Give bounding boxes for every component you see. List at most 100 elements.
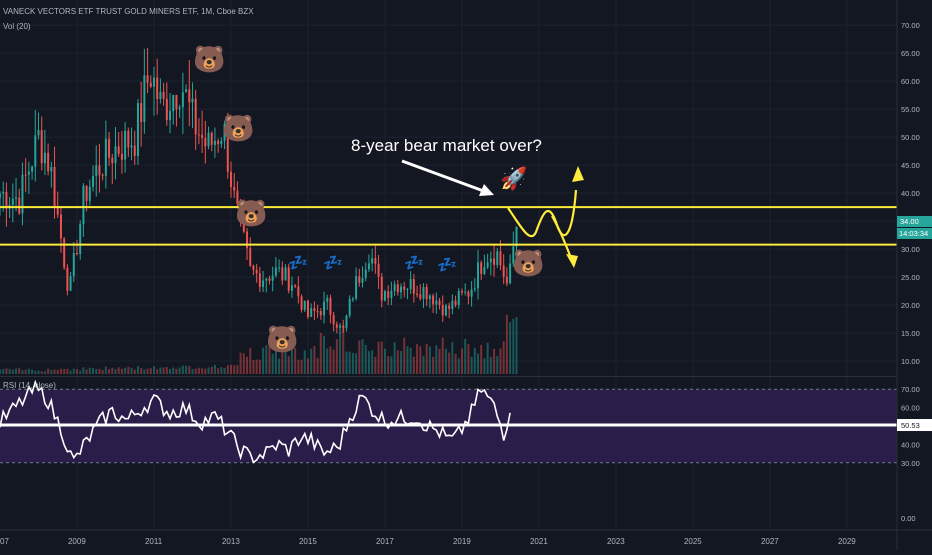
candle-body	[194, 98, 197, 135]
candle-body	[114, 146, 117, 164]
candle-body	[226, 123, 229, 172]
rsi-tick: 60.00	[901, 404, 920, 413]
volume-bar	[509, 322, 512, 374]
volume-bar	[364, 344, 367, 374]
price-tick: 20.00	[901, 301, 920, 310]
candle-body	[2, 191, 5, 194]
volume-bar	[178, 367, 181, 374]
price-tick: 10.00	[901, 357, 920, 366]
candle-body	[197, 134, 200, 136]
volume-bar	[82, 367, 85, 374]
volume-bar	[367, 351, 370, 374]
volume-bar	[104, 366, 107, 374]
candle-body	[53, 167, 56, 208]
candle-body	[329, 297, 332, 315]
volume-bar	[31, 369, 34, 374]
candle-body	[425, 287, 428, 300]
candle-body	[24, 174, 27, 176]
candle-body	[120, 153, 123, 160]
rsi-series	[0, 379, 897, 464]
volume-bar	[233, 365, 236, 374]
candle-body	[297, 286, 300, 297]
rsi-value-label: 50.53	[901, 421, 920, 430]
volume-bar	[34, 370, 37, 374]
volume-bar	[281, 351, 284, 374]
volume-bar	[2, 369, 5, 374]
volume-bar	[444, 348, 447, 374]
volume-bar	[284, 350, 287, 374]
time-axis[interactable]: 07 2009 2011 2013 2015 2017 2019 2021 2023 2025 20…	[0, 529, 932, 546]
candle-body	[457, 290, 460, 305]
candle-body	[88, 186, 91, 201]
candle-body	[239, 203, 242, 216]
candle-body	[0, 193, 1, 198]
rsi-tick: 40.00	[901, 440, 920, 449]
volume-bar	[342, 326, 345, 374]
candle-body	[217, 140, 220, 145]
volume-bar	[27, 368, 30, 374]
candle-body	[108, 138, 111, 158]
candle-body	[406, 288, 409, 290]
volume-bar	[72, 368, 75, 374]
candle-body	[236, 190, 239, 204]
candle-body	[210, 132, 213, 145]
candle-body	[258, 273, 261, 287]
candle-body	[444, 305, 447, 316]
candle-body	[223, 123, 226, 141]
candle-body	[268, 278, 271, 281]
candle-body	[5, 191, 8, 209]
candle-body	[326, 297, 329, 302]
candle-body	[213, 140, 216, 145]
user-drawings[interactable]: 8-year bear market over? 🚀 🐻 🐻 🐻 🐻 🐻 💤 💤 💤 💤	[193, 43, 584, 354]
volume-bar	[278, 358, 281, 374]
volume-bar	[464, 338, 467, 374]
volume-bar	[47, 368, 50, 374]
volume-bar	[300, 359, 303, 374]
price-axis[interactable]: 70.0065.0060.0055.0050.0045.0040.0035.00…	[896, 0, 932, 550]
rsi-line	[0, 379, 511, 464]
volume-bar	[480, 344, 483, 374]
candle-body	[242, 215, 245, 232]
candle-body	[313, 308, 316, 312]
volume-bar	[371, 350, 374, 374]
volume-bar	[111, 367, 114, 374]
volume-bar	[79, 370, 82, 374]
bear-icon: 🐻	[266, 323, 298, 354]
candle-body	[278, 267, 281, 269]
volume-bar	[473, 347, 476, 374]
volume-bar	[66, 368, 69, 374]
candle-body	[220, 140, 223, 145]
candle-body	[467, 291, 470, 297]
rsi-legend: RSI (14, close)	[3, 381, 56, 390]
volume-bar	[390, 356, 393, 374]
candle-body	[319, 311, 322, 316]
candle-body	[441, 305, 444, 316]
volume-legend: Vol (20)	[3, 22, 31, 31]
candle-body	[95, 165, 98, 177]
volume-bar	[130, 367, 133, 374]
annotation-text: 8-year bear market over?	[351, 136, 542, 155]
volume-bar	[165, 367, 168, 374]
volume-bar	[162, 367, 165, 374]
volume-bar	[290, 346, 293, 374]
support-resistance-lines[interactable]	[0, 206, 897, 246]
rsi-tick: 0.00	[901, 514, 916, 523]
volume-bar	[85, 369, 88, 374]
volume-bar	[133, 369, 136, 374]
volume-bar	[191, 368, 194, 374]
volume-bar	[467, 344, 470, 374]
sleep-icon: 💤	[323, 255, 343, 272]
candle-body	[483, 267, 486, 274]
volume-bar	[92, 368, 95, 374]
volume-bar	[120, 368, 123, 374]
candle-body	[451, 300, 454, 309]
volume-bar	[169, 368, 172, 374]
volume-bar	[329, 346, 332, 374]
current-price-label: 34.00	[900, 217, 919, 226]
time-tick: 2019	[453, 537, 471, 546]
volume-bar	[287, 356, 290, 374]
volume-bar	[380, 341, 383, 374]
candle-body	[473, 288, 476, 290]
